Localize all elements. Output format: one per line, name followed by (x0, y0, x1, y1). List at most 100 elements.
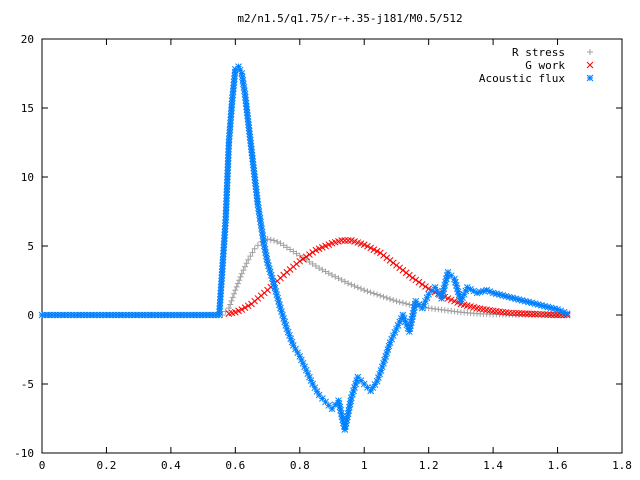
x-tick-label: 1.2 (419, 459, 439, 472)
x-tick-label: 1.8 (612, 459, 632, 472)
chart-title: m2/n1.5/q1.75/r-+.35-j181/M0.5/512 (237, 12, 462, 25)
y-tick-label: 5 (27, 240, 34, 253)
data-point (224, 163, 232, 171)
data-point (99, 311, 107, 319)
legend-marker (586, 74, 594, 82)
data-point (309, 248, 317, 256)
data-point (312, 263, 319, 270)
data-point (217, 287, 225, 294)
data-point (306, 251, 313, 258)
data-point (277, 240, 284, 247)
data-point (236, 277, 243, 284)
data-point (217, 290, 225, 297)
data-point (244, 112, 251, 120)
data-point (274, 238, 281, 245)
data-point (138, 311, 146, 319)
data-point (193, 311, 201, 319)
data-point (109, 311, 117, 319)
data-point (387, 295, 393, 302)
data-point (399, 299, 406, 306)
data-point (389, 259, 397, 267)
data-point (367, 244, 375, 252)
data-point (280, 242, 287, 249)
data-point (335, 275, 342, 282)
data-point (348, 281, 355, 288)
data-point (550, 305, 558, 313)
data-point (390, 297, 397, 304)
data-point (386, 256, 394, 264)
x-tick-label: 1.4 (483, 459, 503, 472)
data-point (405, 271, 413, 279)
data-point (338, 237, 346, 244)
data-point (216, 305, 223, 313)
data-point (338, 276, 345, 283)
data-point (344, 237, 352, 244)
data-point (293, 250, 300, 257)
series-g-work (225, 237, 571, 319)
series-r-stress (39, 236, 571, 318)
data-point (224, 170, 231, 177)
data-point (86, 311, 94, 319)
data-point (271, 237, 277, 244)
data-point (216, 296, 224, 303)
y-tick-label: 10 (21, 171, 34, 184)
data-point (51, 311, 59, 319)
data-point (247, 253, 254, 260)
data-point (48, 311, 56, 319)
data-point (283, 244, 290, 251)
data-point (238, 270, 245, 277)
data-point (267, 236, 274, 243)
x-tick-label: 0.8 (290, 459, 310, 472)
data-point (341, 237, 349, 244)
data-point (245, 256, 252, 263)
data-point (254, 242, 261, 249)
plot-area (38, 63, 571, 433)
data-point (183, 311, 191, 319)
data-point (226, 132, 233, 140)
plot-frame (41, 38, 623, 454)
data-point (403, 300, 410, 307)
data-point (438, 295, 445, 302)
x-tick-label: 1.6 (548, 459, 568, 472)
data-point (367, 289, 374, 296)
data-point (233, 283, 240, 290)
data-point (358, 285, 364, 292)
data-point (329, 271, 335, 278)
data-point (383, 294, 390, 301)
data-point (409, 274, 416, 282)
data-point (237, 273, 244, 280)
x-tick-label: 0.4 (161, 459, 181, 472)
data-point (222, 207, 230, 214)
data-point (242, 263, 248, 270)
data-point (332, 273, 339, 280)
data-point (199, 311, 207, 319)
data-point (38, 311, 46, 319)
data-point (376, 249, 384, 257)
data-point (221, 234, 228, 242)
data-point (229, 294, 236, 301)
data-point (287, 246, 294, 253)
data-point (299, 255, 307, 263)
series-acoustic-flux (38, 63, 571, 433)
data-point (80, 311, 88, 319)
data-point (374, 291, 381, 298)
data-point (141, 311, 149, 319)
data-point (376, 370, 384, 378)
data-point (319, 266, 326, 273)
data-point (296, 252, 303, 259)
data-point (364, 242, 371, 250)
data-point (402, 269, 410, 277)
x-tick-label: 0.6 (225, 459, 245, 472)
data-point (115, 311, 123, 319)
data-point (219, 253, 227, 260)
legend-label: G work (525, 59, 565, 72)
data-point (231, 290, 238, 297)
data-point (345, 280, 352, 287)
data-point (170, 311, 178, 319)
x-tick-label: 0.2 (97, 459, 117, 472)
data-point (377, 292, 384, 299)
data-point (222, 200, 230, 208)
data-point (232, 287, 239, 294)
data-point (225, 145, 232, 153)
data-point (244, 302, 252, 310)
